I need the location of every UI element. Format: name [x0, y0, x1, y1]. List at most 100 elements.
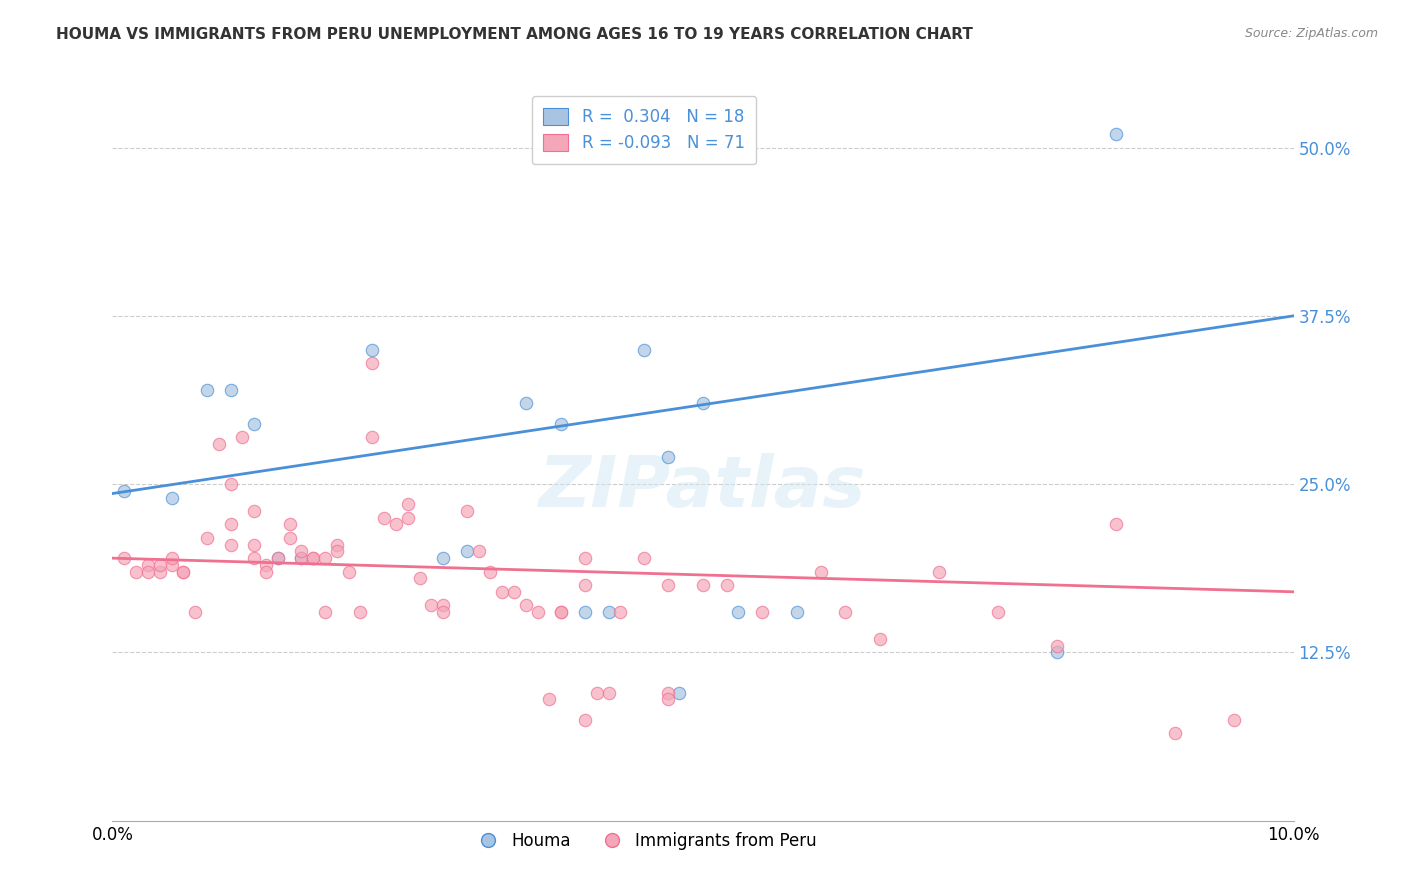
- Point: [585, 686, 607, 700]
- Point: [491, 584, 513, 599]
- Point: [290, 551, 312, 566]
- Point: [574, 605, 596, 619]
- Point: [574, 713, 596, 727]
- Point: [290, 551, 312, 566]
- Point: [208, 436, 231, 450]
- Point: [219, 477, 242, 491]
- Point: [657, 578, 679, 592]
- Point: [633, 551, 655, 566]
- Point: [609, 605, 631, 619]
- Point: [243, 417, 266, 431]
- Point: [184, 605, 207, 619]
- Point: [574, 578, 596, 592]
- Point: [432, 599, 454, 613]
- Point: [396, 510, 419, 524]
- Point: [385, 517, 408, 532]
- Point: [420, 599, 443, 613]
- Point: [219, 517, 242, 532]
- Point: [125, 565, 148, 579]
- Point: [928, 565, 950, 579]
- Point: [716, 578, 738, 592]
- Point: [254, 558, 277, 572]
- Point: [1105, 127, 1128, 141]
- Point: [479, 565, 502, 579]
- Point: [278, 517, 301, 532]
- Point: [834, 605, 856, 619]
- Text: HOUMA VS IMMIGRANTS FROM PERU UNEMPLOYMENT AMONG AGES 16 TO 19 YEARS CORRELATION: HOUMA VS IMMIGRANTS FROM PERU UNEMPLOYME…: [56, 27, 973, 42]
- Point: [692, 578, 714, 592]
- Point: [373, 510, 395, 524]
- Point: [136, 558, 159, 572]
- Point: [112, 483, 135, 498]
- Point: [515, 599, 537, 613]
- Point: [1046, 639, 1069, 653]
- Point: [432, 605, 454, 619]
- Point: [195, 531, 218, 545]
- Point: [408, 571, 430, 585]
- Point: [456, 504, 478, 518]
- Point: [172, 565, 194, 579]
- Point: [136, 565, 159, 579]
- Point: [598, 686, 620, 700]
- Point: [668, 686, 690, 700]
- Point: [432, 551, 454, 566]
- Point: [1105, 517, 1128, 532]
- Point: [278, 531, 301, 545]
- Point: [231, 430, 253, 444]
- Point: [160, 491, 183, 505]
- Point: [254, 565, 277, 579]
- Point: [219, 538, 242, 552]
- Point: [149, 558, 172, 572]
- Point: [243, 538, 266, 552]
- Point: [160, 558, 183, 572]
- Point: [160, 551, 183, 566]
- Point: [1164, 726, 1187, 740]
- Point: [550, 605, 572, 619]
- Point: [657, 686, 679, 700]
- Point: [361, 430, 384, 444]
- Text: ZIPatlas: ZIPatlas: [540, 453, 866, 522]
- Point: [243, 551, 266, 566]
- Point: [267, 551, 290, 566]
- Point: [987, 605, 1010, 619]
- Point: [657, 450, 679, 465]
- Point: [467, 544, 489, 558]
- Point: [349, 605, 371, 619]
- Point: [219, 383, 242, 397]
- Point: [243, 504, 266, 518]
- Point: [456, 544, 478, 558]
- Point: [290, 544, 312, 558]
- Point: [172, 565, 194, 579]
- Text: Source: ZipAtlas.com: Source: ZipAtlas.com: [1244, 27, 1378, 40]
- Point: [361, 343, 384, 357]
- Point: [195, 383, 218, 397]
- Point: [326, 538, 349, 552]
- Point: [598, 605, 620, 619]
- Point: [751, 605, 773, 619]
- Point: [692, 396, 714, 410]
- Point: [1223, 713, 1246, 727]
- Point: [657, 692, 679, 706]
- Point: [337, 565, 360, 579]
- Point: [727, 605, 749, 619]
- Point: [314, 605, 336, 619]
- Point: [361, 356, 384, 370]
- Point: [538, 692, 561, 706]
- Point: [302, 551, 325, 566]
- Point: [550, 605, 572, 619]
- Point: [633, 343, 655, 357]
- Point: [526, 605, 548, 619]
- Point: [869, 632, 891, 646]
- Point: [112, 551, 135, 566]
- Legend: Houma, Immigrants from Peru: Houma, Immigrants from Peru: [464, 825, 824, 856]
- Point: [396, 497, 419, 511]
- Point: [515, 396, 537, 410]
- Point: [326, 544, 349, 558]
- Point: [302, 551, 325, 566]
- Point: [550, 417, 572, 431]
- Point: [810, 565, 832, 579]
- Point: [1046, 645, 1069, 659]
- Point: [149, 565, 172, 579]
- Point: [267, 551, 290, 566]
- Point: [503, 584, 526, 599]
